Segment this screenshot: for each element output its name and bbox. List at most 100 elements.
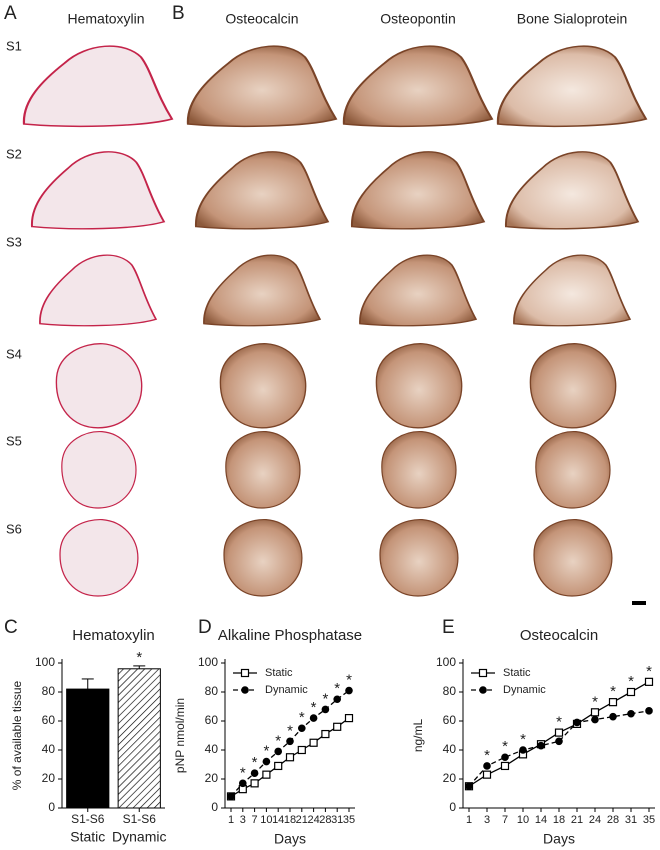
tissue-shape (359, 254, 478, 327)
marker (227, 792, 235, 801)
x-tick-label: 1 (466, 814, 472, 826)
tissue-section (529, 343, 617, 429)
y-tick-label: 80 (42, 684, 56, 698)
bar (66, 688, 110, 809)
y-tick-label: 20 (42, 771, 56, 785)
tissue-shape (195, 151, 330, 230)
column-header: Bone Sialoprotein (517, 11, 628, 27)
y-tick-label: 80 (205, 684, 219, 698)
tissue-section (223, 518, 303, 597)
marker (555, 737, 563, 746)
marker (309, 714, 318, 722)
column-header: Hematoxylin (67, 11, 144, 27)
marker (591, 715, 599, 724)
marker (250, 779, 259, 788)
tissue-shape (55, 343, 143, 429)
group-label: Static (70, 829, 105, 845)
significance: * (334, 680, 340, 697)
y-tick-label: 60 (205, 713, 219, 727)
x-tick-label: 7 (252, 814, 258, 826)
marker (333, 695, 342, 704)
tissue-section (351, 151, 486, 230)
tissue-section (195, 151, 330, 230)
significance: * (136, 649, 142, 666)
tissue-shape (351, 151, 486, 230)
marker (262, 757, 271, 766)
x-tick-label: 1 (228, 814, 234, 826)
marker (250, 769, 259, 777)
significance: * (592, 693, 598, 710)
marker (608, 698, 618, 707)
legend-label: Static (265, 667, 293, 679)
panel-label: C (4, 617, 18, 638)
marker (309, 738, 318, 747)
panel-label: A (4, 3, 17, 24)
significance: * (484, 747, 490, 764)
x-tick-label: 28 (607, 814, 619, 826)
marker (262, 770, 271, 779)
legend-label: Dynamic (503, 684, 546, 696)
marker (333, 722, 342, 731)
series-line (468, 710, 650, 787)
marker (286, 737, 294, 746)
x-tick-label: 10 (517, 814, 529, 826)
significance: * (275, 732, 281, 749)
panel-label: B (172, 3, 185, 24)
significance: * (240, 764, 246, 781)
x-axis-label: Days (274, 831, 306, 847)
marker (537, 741, 545, 750)
tissue-shape (61, 430, 137, 509)
row-label: S5 (6, 433, 22, 448)
column-header: Osteopontin (380, 11, 456, 27)
tissue-section (513, 254, 632, 327)
y-tick-label: 80 (443, 684, 457, 698)
x-tick-label: 7 (502, 814, 508, 826)
marker (482, 770, 492, 779)
tissue-section (61, 430, 137, 509)
group-label: Dynamic (112, 829, 166, 845)
tissue-shape (375, 343, 463, 429)
marker (483, 762, 491, 770)
marker (609, 712, 617, 721)
chart-title: Hematoxylin (72, 627, 155, 644)
tissue-shape (533, 518, 613, 597)
y-tick-label: 20 (205, 771, 219, 785)
row-label: S6 (6, 521, 22, 536)
marker (519, 746, 527, 754)
y-tick-label: 20 (443, 771, 457, 785)
significance: * (556, 714, 562, 731)
y-tick-label: 0 (211, 800, 218, 814)
column-header: Osteocalcin (225, 11, 298, 27)
marker (298, 724, 306, 733)
marker (321, 705, 330, 714)
y-tick-label: 100 (35, 655, 55, 669)
x-tick-label: 21 (571, 814, 583, 826)
tissue-shape (505, 151, 640, 230)
x-tick-label: S1-S6 (71, 812, 105, 826)
row-label: S3 (6, 234, 22, 249)
scale-bar (632, 601, 646, 605)
bar (117, 668, 161, 809)
marker (274, 761, 283, 771)
tissue-shape (496, 45, 648, 128)
significance: * (502, 738, 508, 755)
y-tick-label: 40 (42, 742, 56, 756)
marker (240, 668, 250, 678)
x-tick-label: S1-S6 (123, 812, 157, 826)
tissue-section (505, 151, 640, 230)
tissue-shape (219, 343, 307, 429)
tissue-shape (535, 430, 611, 509)
x-tick-label: 10 (260, 814, 272, 826)
tissue-shape (513, 254, 632, 327)
x-tick-label: 3 (484, 814, 490, 826)
legend-label: Static (503, 667, 531, 679)
marker (500, 761, 510, 771)
chart-title: Alkaline Phosphatase (218, 627, 362, 644)
y-tick-label: 60 (443, 713, 457, 727)
y-tick-label: 0 (449, 800, 456, 814)
marker (554, 728, 564, 737)
significance: * (346, 672, 352, 689)
marker (645, 707, 653, 715)
y-tick-label: 40 (443, 742, 457, 756)
tissue-section (535, 430, 611, 509)
